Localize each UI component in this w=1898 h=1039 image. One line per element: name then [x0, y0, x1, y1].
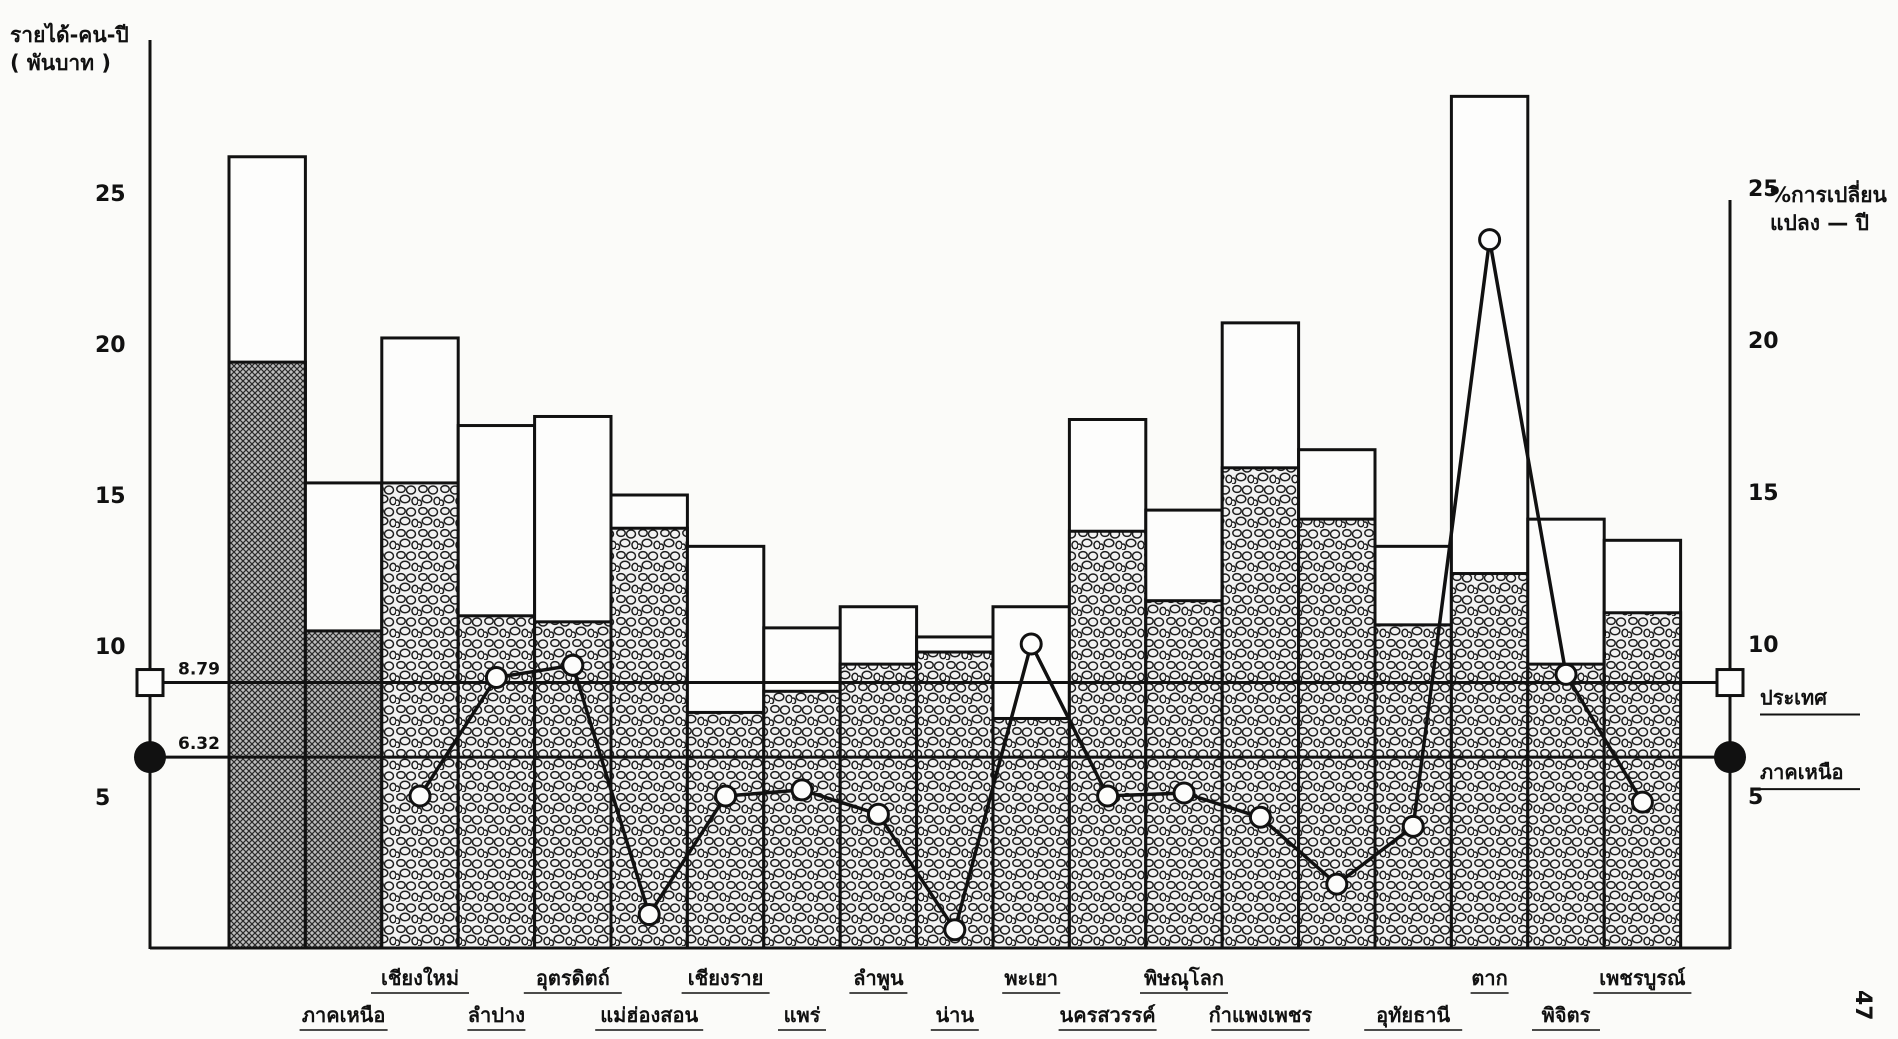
y2-axis-title-line2: แปลง — ปี [1770, 211, 1869, 235]
change-point [1401, 814, 1425, 838]
category-label-4: อุตรดิตถ์ [536, 966, 610, 991]
change-point [484, 665, 508, 689]
change-point [1248, 805, 1272, 829]
change-point [1478, 228, 1502, 252]
bar-inner-16 [1449, 572, 1530, 950]
category-label-15: อุทัยธานี [1376, 1003, 1450, 1028]
category-label-8: ลำพูน [853, 966, 904, 992]
category-label-5: แม่ฮ่องสอน [600, 1003, 698, 1027]
change-point [637, 903, 661, 927]
bar-inner-13 [1220, 466, 1301, 950]
bar-inner-9 [915, 650, 995, 950]
axes-layer: 5 10 15 20 25 5 10 15 20 25 [95, 40, 1779, 950]
bar-inner-7 [762, 689, 842, 950]
y-tick-label: 10 [95, 635, 126, 660]
reference-label-1: ภาคเหนือ [1760, 760, 1844, 784]
change-point [1019, 632, 1043, 656]
change-point [1096, 784, 1120, 808]
change-point [714, 784, 738, 808]
category-label-12: พิษณุโลก [1144, 966, 1224, 991]
reference-value-1: 6.32 [178, 734, 220, 754]
bar-inner-6 [685, 710, 766, 950]
change-point [1325, 872, 1349, 896]
change-point [866, 802, 890, 826]
y-tick-label: 15 [95, 484, 126, 509]
y-axis-title-line1: รายได้-คน-ปี [10, 22, 129, 47]
y-tick-label: 5 [95, 786, 110, 811]
bar-inner-2 [380, 481, 460, 950]
y2-tick-label: 25 [1748, 177, 1779, 202]
change-point [1554, 662, 1578, 686]
y-axis-title-line2: ( พันบาท ) [10, 51, 111, 75]
category-label-16: ตาก [1471, 966, 1507, 990]
reference-marker-right-0 [1715, 668, 1745, 698]
reference-label-0: ประเทศ [1760, 686, 1828, 710]
reference-lines-layer: 8.79 ประเทศ 6.32 ภาคเหนือ [134, 660, 1860, 791]
category-label-18: เพชรบูรณ์ [1599, 966, 1686, 992]
bar-inner-1 [303, 629, 384, 950]
category-label-3: ลำปาง [468, 1003, 525, 1027]
change-line-layer [408, 228, 1654, 942]
category-label-17: พิจิตร [1542, 1003, 1591, 1027]
page-number: 47 [1850, 990, 1875, 1021]
y2-tick-label: 20 [1748, 329, 1779, 354]
category-label-2: เชียงใหม่ [381, 966, 459, 990]
change-point [790, 778, 814, 802]
category-label-1: ภาคเหนือ [302, 1003, 386, 1027]
change-point [1630, 790, 1654, 814]
y2-tick-label: 10 [1748, 633, 1779, 658]
bar-inner-10 [991, 716, 1071, 950]
change-point [1172, 781, 1196, 805]
bar-inner-12 [1144, 599, 1224, 950]
reference-marker-right-1 [1714, 741, 1746, 774]
category-label-7: แพร่ [784, 1003, 821, 1027]
category-label-11: นครสวรรค์ [1060, 1003, 1156, 1027]
bar-inner-15 [1373, 623, 1453, 950]
y2-tick-label: 5 [1748, 785, 1763, 810]
category-label-10: พะเยา [1004, 966, 1058, 990]
category-label-6: เชียงราย [688, 966, 764, 990]
change-point [943, 918, 967, 942]
bars-layer [227, 94, 1683, 950]
category-label-9: น่าน [936, 1003, 975, 1027]
y-tick-label: 20 [95, 333, 126, 358]
bar-inner-0 [227, 360, 307, 950]
labels-layer: ภาคเหนือ เชียงใหม่ลำปาง อุตรดิตถ์แม่ฮ่องสอ… [299, 966, 1692, 1031]
change-point [561, 653, 585, 677]
reference-value-0: 8.79 [178, 660, 220, 680]
bar-inner-17 [1526, 662, 1606, 950]
reference-marker-left-0 [135, 668, 165, 698]
bar-inner-18 [1602, 611, 1683, 950]
reference-marker-left-1 [134, 741, 166, 774]
y-tick-label: 25 [95, 182, 126, 207]
change-point [408, 784, 432, 808]
bar-inner-3 [456, 614, 537, 950]
category-label-13: กำแพงเพชร [1209, 1003, 1313, 1027]
bar-inner-5 [609, 526, 689, 950]
y2-axis-title-line1: %การเปลี่ยน [1770, 179, 1888, 207]
y2-tick-label: 15 [1748, 481, 1779, 506]
